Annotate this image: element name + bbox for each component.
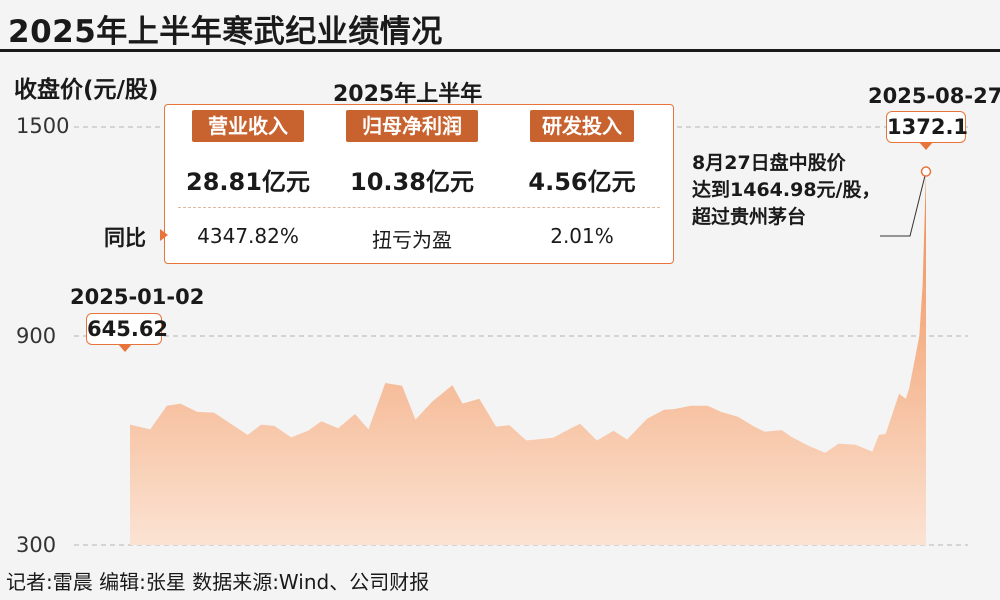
metric-badge-net-profit: 归母净利润 — [346, 110, 478, 142]
annotation-line: 超过贵州茅台 — [692, 206, 807, 228]
y-tick-label: 300 — [16, 533, 57, 557]
end-value-tag: 1372.1 — [886, 111, 968, 143]
y-tick-label: 1500 — [16, 114, 70, 138]
yoy-arrow-icon — [160, 229, 168, 241]
metric-value-net-profit: 10.38亿元 — [350, 168, 474, 196]
yoy-value-net-profit: 扭亏为盈 — [372, 228, 452, 252]
end-point-marker — [920, 166, 932, 177]
start-date-label: 2025-01-02 — [70, 285, 205, 309]
y-tick-label: 900 — [16, 324, 57, 348]
yoy-label: 同比 — [104, 226, 146, 250]
summary-title: 2025年上半年 — [333, 82, 483, 107]
start-value-tag: 645.62 — [86, 313, 168, 345]
yoy-value-revenue: 4347.82% — [197, 224, 299, 248]
end-date-label: 2025-08-27 — [868, 84, 1000, 108]
credit-line: 记者:雷晨 编辑:张星 数据来源:Wind、公司财报 — [6, 570, 430, 594]
price-annotation: 8月27日盘中股价 达到1464.98元/股， 超过贵州茅台 — [692, 150, 912, 231]
y-axis-label: 收盘价(元/股) — [14, 77, 159, 103]
annotation-line: 8月27日盘中股价 — [692, 152, 846, 174]
annotation-line: 达到1464.98元/股， — [692, 179, 881, 201]
metric-value-revenue: 28.81亿元 — [186, 168, 310, 196]
start-tag-pointer — [118, 344, 132, 352]
metric-badge-rd: 研发投入 — [530, 110, 634, 142]
yoy-value-rd: 2.01% — [550, 224, 614, 248]
end-tag-pointer — [919, 142, 933, 150]
page-title: 2025年上半年寒武纪业绩情况 — [8, 14, 443, 50]
summary-divider — [178, 207, 660, 208]
metric-badge-revenue: 营业收入 — [192, 110, 304, 142]
metric-value-rd: 4.56亿元 — [528, 168, 636, 196]
title-bar: 2025年上半年寒武纪业绩情况 — [0, 0, 1000, 52]
price-area — [130, 171, 926, 545]
annotation-leader-line — [880, 171, 927, 237]
